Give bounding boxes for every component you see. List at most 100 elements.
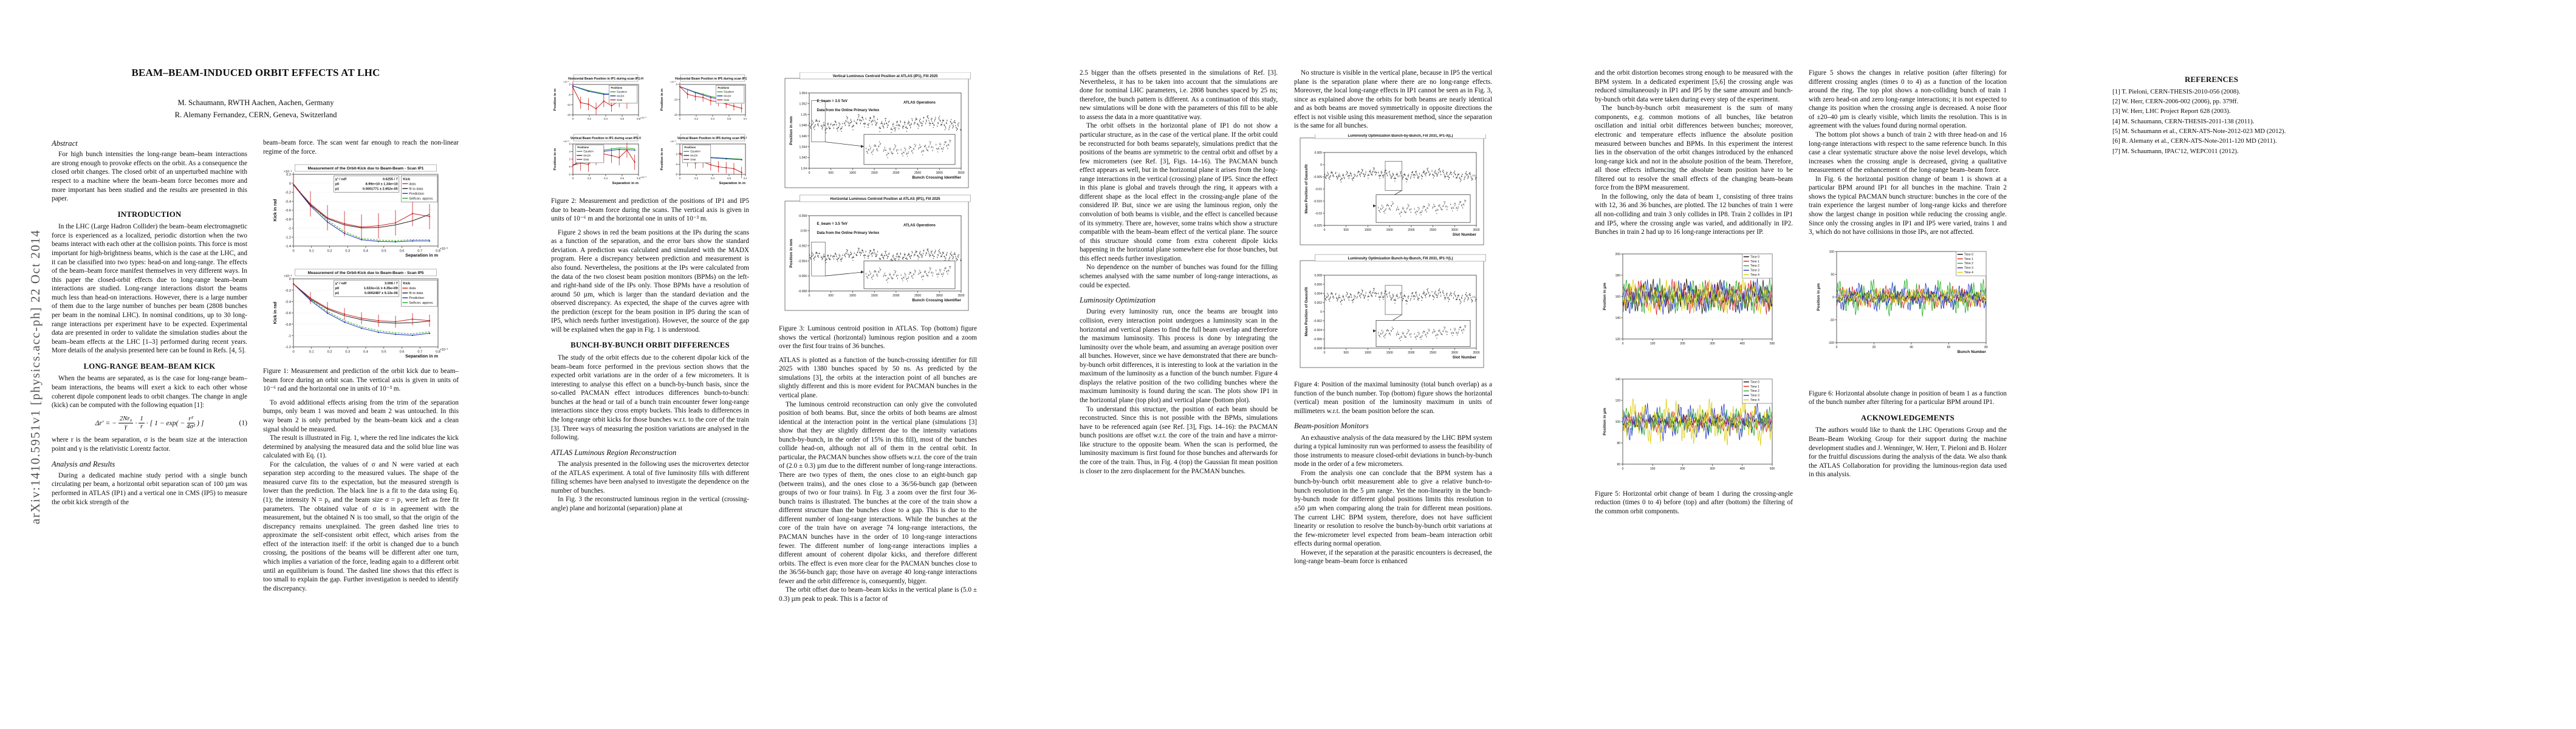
section-acknowledgements: ACKNOWLEDGEMENTS (1861, 413, 1954, 422)
svg-text:Data: Data (724, 98, 730, 101)
body-paragraph: No dependence on the number of bunches w… (1080, 264, 1278, 289)
svg-text:Time 3: Time 3 (1750, 269, 1759, 272)
svg-text:×10⁻³: ×10⁻³ (440, 247, 448, 251)
svg-text:0: 0 (809, 171, 810, 175)
svg-text:Horizontal Beam Position in IP: Horizontal Beam Position in IP1 during s… (568, 77, 643, 81)
svg-text:E_beam = 3.5 TeV: E_beam = 3.5 TeV (817, 100, 848, 103)
svg-text:-0.2: -0.2 (285, 191, 291, 195)
svg-text:0: 0 (569, 83, 571, 86)
svg-text:Separation in m: Separation in m (405, 253, 438, 258)
svg-text:data: data (409, 287, 416, 290)
svg-text:-1: -1 (288, 335, 291, 338)
svg-text:-0.004: -0.004 (1314, 329, 1322, 332)
svg-text:Position in mm: Position in mm (789, 116, 793, 145)
svg-text:0.2: 0.2 (587, 117, 591, 120)
svg-text:80: 80 (1984, 346, 1988, 349)
svg-text:0.4: 0.4 (363, 351, 368, 354)
svg-text:2500: 2500 (914, 294, 921, 298)
svg-text:×10⁻³: ×10⁻³ (640, 176, 646, 179)
svg-text:Horizontal Luminous Centroid P: Horizontal Luminous Centroid Position at… (830, 197, 940, 201)
svg-text:Luminosity Optimization Bunch-: Luminosity Optimization Bunch-by-Bunch, … (1348, 257, 1453, 261)
svg-text:0.004: 0.004 (1314, 292, 1322, 296)
svg-text:Slot Number: Slot Number (1453, 355, 1477, 360)
svg-text:0: 0 (809, 294, 810, 298)
column-4: Vertical Luminous Centroid Position at A… (779, 69, 977, 603)
svg-text:0.4: 0.4 (711, 177, 714, 180)
svg-text:3000: 3000 (936, 294, 943, 298)
svg-text:0: 0 (1324, 351, 1326, 355)
svg-text:Bunch Crossing Identifier: Bunch Crossing Identifier (912, 298, 961, 303)
svg-text:MADX: MADX (724, 94, 731, 97)
body-paragraph: In the following, only the data of beam … (1595, 193, 1793, 236)
svg-text:-12: -12 (567, 103, 571, 106)
svg-text:3500: 3500 (1473, 228, 1479, 232)
svg-text:ATLAS Operations: ATLAS Operations (903, 224, 936, 227)
reference-item: [5] M. Schaumann et al., CERN-ATS-Note-2… (2112, 127, 2286, 135)
svg-text:χ² / ndf: χ² / ndf (335, 177, 347, 181)
svg-text:Separation in m: Separation in m (612, 182, 639, 185)
svg-text:200: 200 (1680, 467, 1685, 471)
svg-text:-0.025: -0.025 (1314, 224, 1322, 228)
svg-text:120: 120 (1615, 399, 1621, 403)
svg-text:Data: Data (583, 158, 589, 161)
svg-text:Kick: Kick (403, 282, 411, 286)
reference-item: [6] R. Alemany et al., CERN-ATS-Note-201… (2112, 137, 2277, 145)
body-paragraph: Figure 5 shows the changes in relative p… (1809, 69, 2007, 130)
column-8: Figure 5 shows the changes in relative p… (1809, 69, 2007, 479)
figure-2: Horizontal Beam Position in IP1 during s… (551, 72, 749, 194)
svg-text:-0.068: -0.068 (798, 290, 807, 293)
acknowledgements-paragraph: The authors would like to thank the LHC … (1809, 426, 2007, 479)
body-paragraph: However, if the separation at the parasi… (1294, 549, 1492, 566)
svg-text:0.6: 0.6 (727, 117, 731, 120)
svg-text:1500: 1500 (1386, 351, 1393, 355)
svg-text:0.1: 0.1 (309, 351, 314, 354)
svg-text:60: 60 (1947, 346, 1951, 349)
svg-text:0: 0 (676, 152, 678, 156)
svg-text:Prediction: Prediction (409, 192, 424, 196)
svg-text:0.2: 0.2 (327, 250, 332, 253)
svg-text:1000: 1000 (1365, 228, 1371, 232)
svg-text:Position in m: Position in m (553, 89, 557, 111)
svg-text:-1.2: -1.2 (285, 236, 291, 240)
analysis-paragraph: During a dedicated machine study period … (52, 471, 247, 506)
column-6: No structure is visible in the vertical … (1294, 69, 1492, 566)
svg-text:Position in µm: Position in µm (1817, 283, 1821, 310)
svg-text:-1: -1 (288, 227, 291, 231)
svg-text:0.5: 0.5 (382, 351, 386, 354)
figure-4: Luminosity Optimization Bunch-by-Bunch, … (1294, 134, 1492, 377)
reference-item: [1] T. Pieloni, CERN-THESIS-2010-056 (20… (2112, 87, 2241, 95)
svg-text:0.8: 0.8 (744, 117, 747, 120)
figure-5-caption: Figure 5: Horizontal orbit change of bea… (1595, 490, 1793, 515)
svg-text:Time 3: Time 3 (1964, 266, 1973, 270)
svg-text:-0.6: -0.6 (285, 312, 291, 315)
svg-text:-0.006: -0.006 (1314, 338, 1322, 341)
section-references: REFERENCES (2184, 75, 2239, 84)
svg-text:Vertical Beam Position in IP1: Vertical Beam Position in IP1 during sca… (570, 137, 642, 140)
svg-text:χ² / ndf: χ² / ndf (335, 281, 347, 286)
column-5: 2.5 bigger than the offsets presented in… (1080, 69, 1278, 476)
svg-text:Separation in m: Separation in m (719, 182, 746, 185)
svg-text:1500: 1500 (871, 171, 878, 175)
svg-text:100: 100 (1615, 420, 1621, 424)
svg-text:1000: 1000 (849, 171, 856, 175)
svg-text:Time 0: Time 0 (1964, 253, 1973, 256)
svg-text:Horizontal Beam Position in IP: Horizontal Beam Position in IP5 during s… (675, 77, 747, 81)
abstract-text: For high bunch intensities the long-rang… (52, 151, 247, 203)
svg-text:-10: -10 (674, 98, 678, 101)
svg-text:0.5: 0.5 (382, 250, 386, 253)
svg-text:400: 400 (1740, 342, 1745, 346)
svg-text:0.4: 0.4 (604, 117, 608, 120)
svg-text:0: 0 (569, 165, 571, 168)
svg-text:500: 500 (1770, 342, 1775, 346)
svg-text:-2: -2 (568, 173, 570, 176)
section-introduction: INTRODUCTION (117, 210, 182, 219)
svg-text:6: 6 (569, 143, 571, 146)
body-paragraph: The analysis presented in the following … (551, 460, 749, 495)
body-paragraph: ATLAS is plotted as a function of the bu… (779, 356, 977, 399)
svg-text:140: 140 (1615, 317, 1621, 320)
svg-text:1.048: 1.048 (799, 124, 807, 128)
body-paragraph: For the calculation, the values of σ and… (263, 460, 459, 592)
svg-text:Position in m: Position in m (660, 89, 664, 111)
svg-text:0.8: 0.8 (637, 117, 640, 120)
body-paragraph: No structure is visible in the vertical … (1294, 69, 1492, 130)
